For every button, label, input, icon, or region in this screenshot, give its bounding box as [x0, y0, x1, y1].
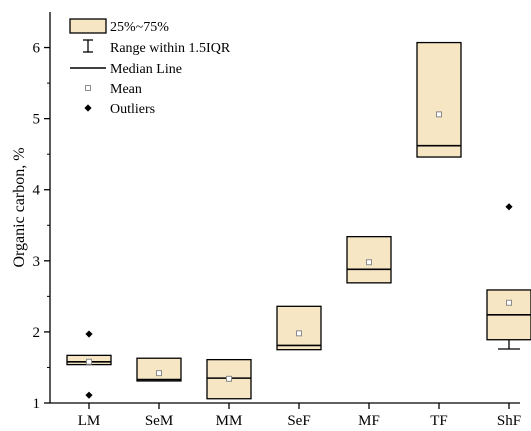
axes: [49, 12, 520, 404]
box-iqr: [136, 357, 182, 382]
x-tick-label: MM: [216, 413, 243, 429]
box-iqr: [276, 305, 322, 351]
y-tick-label: 6: [33, 41, 41, 57]
legend-label-whisker: Range within 1.5IQR: [110, 41, 231, 56]
x-tick-label: SeM: [145, 413, 173, 429]
mean-marker: [156, 370, 162, 377]
mean-marker: [226, 375, 232, 382]
box-group: [346, 235, 392, 284]
box-group: [206, 358, 252, 400]
outlier-marker: [85, 330, 93, 338]
legend-label-outliers: Outliers: [110, 102, 155, 117]
legend-label-mean: Mean: [110, 82, 142, 97]
outlier-marker: [85, 391, 93, 399]
y-tick-label: 4: [33, 183, 41, 199]
y-tick-label: 5: [33, 112, 41, 128]
legend-mean-swatch: [85, 85, 91, 91]
y-tick-label: 1: [33, 396, 41, 412]
box-group: [276, 305, 322, 351]
legend-whisker-swatch: [83, 39, 93, 53]
x-tick-label: MF: [358, 413, 380, 429]
box-group: [136, 357, 182, 382]
legend-box-swatch: [69, 18, 107, 34]
legend-label-median: Median Line: [110, 62, 182, 77]
legend-label-box: 25%~75%: [110, 20, 169, 35]
box-group: [416, 41, 462, 158]
mean-marker: [506, 299, 512, 306]
box-iqr: [416, 41, 462, 158]
legend-outlier-swatch: [84, 104, 92, 112]
box-iqr: [346, 235, 392, 284]
legend: 25%~75% Range within 1.5IQR Median Line …: [69, 18, 231, 117]
x-tick-label: TF: [430, 413, 448, 429]
mean-marker: [366, 259, 372, 266]
x-tick-label: SeF: [287, 413, 310, 429]
y-axis-title: Organic carbon, %: [11, 147, 28, 267]
mean-marker: [296, 330, 302, 337]
boxes-layer: [66, 41, 531, 400]
x-tick-label: ShF: [497, 413, 521, 429]
y-tick-label: 3: [33, 254, 41, 270]
tick-layer: 1 2 3 4 5 6 LM SeM MM SeF MF TF ShF: [33, 41, 522, 429]
box-group: [486, 203, 531, 350]
y-tick-label: 2: [33, 325, 41, 341]
outlier-marker: [505, 203, 513, 211]
mean-marker: [436, 111, 442, 118]
x-tick-label: LM: [78, 413, 101, 429]
mean-marker: [86, 358, 92, 365]
box-group: [66, 330, 112, 399]
